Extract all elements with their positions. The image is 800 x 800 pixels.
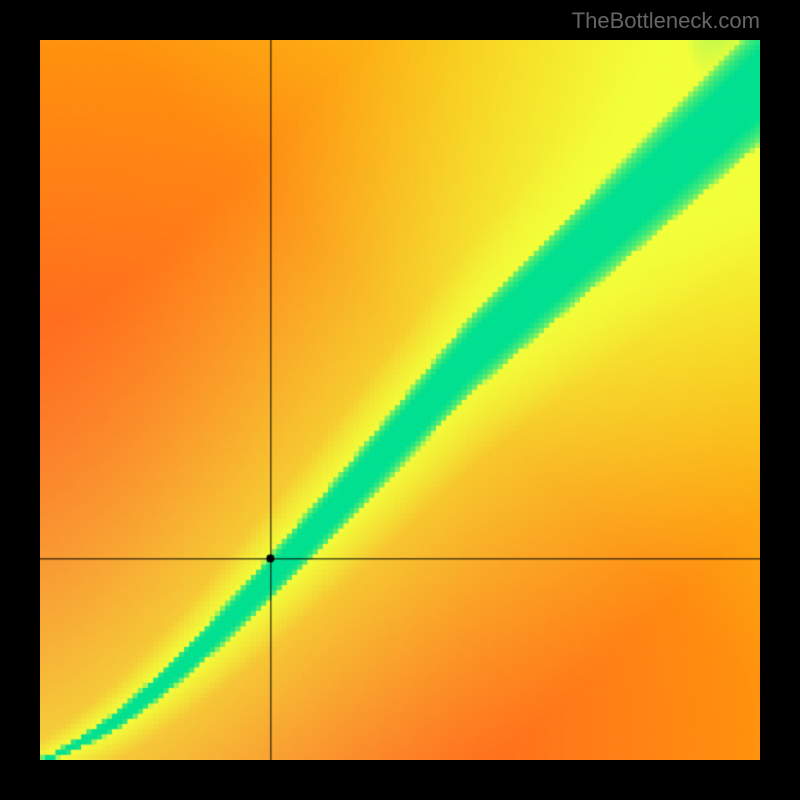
heatmap-canvas [40,40,760,760]
bottleneck-heatmap [40,40,760,760]
watermark-text: TheBottleneck.com [572,8,760,34]
